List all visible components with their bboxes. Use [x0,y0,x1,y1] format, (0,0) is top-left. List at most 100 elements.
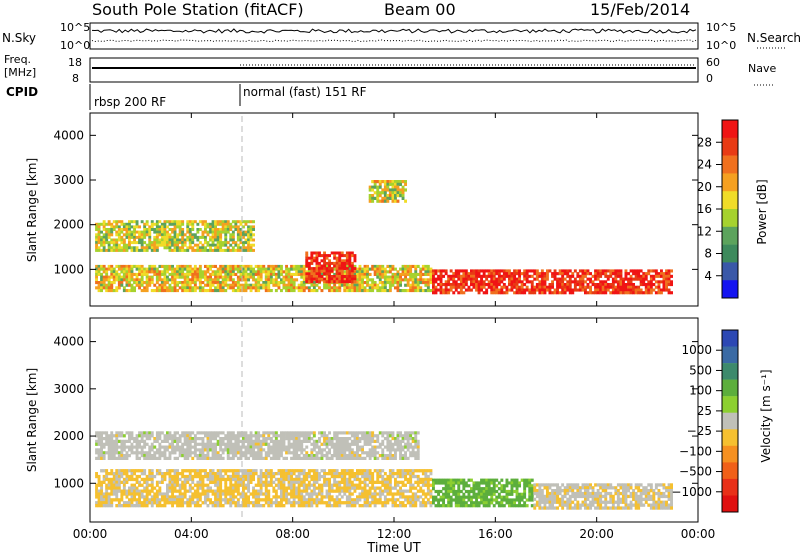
range-gate-cell [421,264,425,268]
range-gate-cell [292,501,296,505]
range-gate-cell [378,182,382,186]
range-gate-cell [391,437,395,441]
range-gate-cell [599,272,603,276]
range-gate-cell [264,495,268,499]
range-gate-cell [143,489,147,493]
range-gate-cell [277,456,281,460]
range-gate-cell [404,445,407,449]
range-gate-cell [188,504,192,508]
range-gate-cell [234,272,238,276]
range-gate-cell [401,456,405,460]
range-gate-cell [155,243,159,247]
range-gate-cell [176,220,179,224]
range-gate-cell [323,280,326,284]
range-gate-cell [239,431,243,435]
range-gate-cell [330,456,334,460]
range-gate-cell [406,472,410,476]
range-gate-cell [411,275,415,279]
range-gate-cell [323,431,326,435]
range-gate-cell [252,278,255,282]
range-gate-cell [406,283,410,287]
range-gate-cell [122,275,126,279]
range-gate-cell [424,469,428,473]
range-gate-cell [442,487,445,491]
range-gate-cell [244,469,248,473]
range-gate-cell [257,431,261,435]
range-gate-cell [373,283,377,287]
range-gate-cell [388,182,392,186]
range-gate-cell [378,194,382,198]
range-gate-cell [181,222,185,226]
range-gate-cell [236,220,240,224]
range-gate-cell [155,275,159,279]
range-gate-cell [148,246,152,250]
range-gate-cell [300,469,304,473]
range-gate-cell [371,437,375,441]
range-gate-cell [606,283,610,287]
range-gate-cell [627,291,630,295]
range-gate-cell [158,434,162,438]
range-gate-cell [432,283,435,287]
range-gate-cell [140,289,144,293]
range-gate-cell [150,243,154,247]
range-gate-cell [343,492,347,496]
range-gate-cell [442,478,445,482]
range-gate-cell [252,238,255,242]
range-gate-cell [447,288,451,292]
range-gate-cell [323,267,326,271]
range-gate-cell [282,434,286,438]
range-gate-cell [391,442,395,446]
range-gate-cell [186,445,190,449]
range-gate-cell [206,439,210,443]
range-gate-cell [244,434,248,438]
range-gate-cell [188,495,192,499]
range-gate-cell [647,269,651,273]
range-gate-cell [130,230,134,234]
range-gate-cell [432,277,435,281]
range-gate-cell [206,248,210,252]
range-gate-cell [490,283,494,287]
range-gate-cell [231,238,235,242]
range-gate-cell [546,272,549,276]
range-gate-cell [143,434,147,438]
range-gate-cell [368,504,372,508]
range-gate-cell [155,228,159,231]
range-gate-cell [100,451,103,455]
range-gate-cell [112,486,116,490]
range-gate-cell [160,238,164,242]
range-gate-cell [100,486,103,490]
range-gate-cell [282,448,286,452]
range-gate-cell [191,267,195,271]
range-gate-cell [361,267,364,271]
range-gate-cell [601,283,605,287]
range-gate-cell [302,477,306,482]
range-gate-cell [459,274,463,278]
range-gate-cell [302,437,306,441]
range-gate-cell [219,235,223,239]
range-gate-cell [401,454,405,458]
range-gate-cell [176,483,179,487]
range-gate-cell [599,285,603,289]
range-gate-cell [128,498,131,502]
range-gate-cell [193,243,197,247]
range-gate-cell [381,456,385,460]
range-gate-cell [551,285,554,289]
range-gate-cell [168,264,172,268]
range-gate-cell [366,283,369,287]
range-gate-cell [363,267,367,271]
range-gate-cell [394,180,397,184]
range-gate-cell [244,233,248,237]
range-gate-cell [280,434,283,438]
range-gate-cell [219,486,223,490]
range-gate-cell [145,275,149,279]
range-gate-cell [297,445,301,449]
range-gate-cell [120,220,124,224]
range-gate-cell [176,480,179,484]
range-gate-cell [528,291,532,295]
range-gate-cell [244,437,248,441]
range-gate-cell [282,270,286,274]
range-gate-cell [133,230,136,234]
range-gate-cell [500,291,504,295]
range-gate-cell [168,454,172,458]
range-gate-cell [216,442,220,446]
